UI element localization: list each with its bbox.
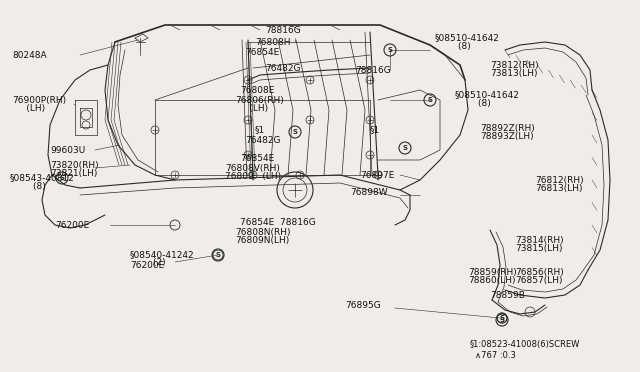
Text: 78859(RH): 78859(RH) — [468, 267, 516, 276]
Text: §1:08523-41008(6)SCREW: §1:08523-41008(6)SCREW — [470, 340, 580, 350]
Text: (2): (2) — [130, 259, 166, 267]
Text: 78860(LH): 78860(LH) — [468, 276, 515, 285]
Text: 76808E: 76808E — [240, 86, 275, 94]
Text: 73821(LH): 73821(LH) — [50, 169, 97, 177]
Text: (LH): (LH) — [12, 103, 45, 112]
Text: §1: §1 — [255, 125, 265, 135]
Text: S: S — [60, 175, 65, 181]
Text: 78816G: 78816G — [355, 65, 391, 74]
Text: (8): (8) — [435, 42, 471, 51]
Text: S: S — [499, 317, 504, 323]
Text: S: S — [403, 145, 408, 151]
Text: S: S — [387, 47, 392, 53]
Text: 78892Z(RH): 78892Z(RH) — [480, 124, 535, 132]
Text: 73815(LH): 73815(LH) — [515, 244, 563, 253]
Text: §1: §1 — [370, 125, 380, 135]
Text: S: S — [428, 97, 433, 103]
Text: 76482G: 76482G — [265, 64, 301, 73]
Text: 76854E: 76854E — [245, 48, 279, 57]
Text: §08543-40812: §08543-40812 — [10, 173, 75, 183]
Text: 76809N(LH): 76809N(LH) — [235, 235, 289, 244]
Text: 76200E: 76200E — [55, 221, 89, 230]
Text: 76813(LH): 76813(LH) — [535, 183, 582, 192]
Text: 76482G: 76482G — [245, 135, 280, 144]
Text: 73813(LH): 73813(LH) — [490, 68, 538, 77]
Text: 76808H: 76808H — [255, 38, 291, 46]
Text: 99603U: 99603U — [50, 145, 85, 154]
Text: ∧767 :0.3: ∧767 :0.3 — [475, 350, 516, 359]
Text: 80248A: 80248A — [12, 51, 47, 60]
Text: 76897E: 76897E — [360, 170, 394, 180]
Text: §08540-41242: §08540-41242 — [130, 250, 195, 260]
Text: 78816G: 78816G — [265, 26, 301, 35]
Text: 76857(LH): 76857(LH) — [515, 276, 563, 285]
Text: 73820(RH): 73820(RH) — [50, 160, 99, 170]
Text: 76200E: 76200E — [130, 260, 164, 269]
Text: (LH): (LH) — [235, 103, 268, 112]
Text: 76854E: 76854E — [240, 154, 275, 163]
Text: 76806(RH): 76806(RH) — [235, 96, 284, 105]
Text: 76900P(RH): 76900P(RH) — [12, 96, 66, 105]
Text: S: S — [216, 252, 221, 258]
Text: 76812(RH): 76812(RH) — [535, 176, 584, 185]
Text: 76809   (LH): 76809 (LH) — [225, 171, 281, 180]
Text: 76808N(RH): 76808N(RH) — [235, 228, 291, 237]
Text: 76808V(RH): 76808V(RH) — [225, 164, 280, 173]
Text: 73812(RH): 73812(RH) — [490, 61, 539, 70]
Text: §08510-41642: §08510-41642 — [435, 33, 500, 42]
Text: 76854E  78816G: 76854E 78816G — [240, 218, 316, 227]
Text: 73814(RH): 73814(RH) — [515, 235, 564, 244]
Text: 76895G: 76895G — [345, 301, 381, 310]
Text: 78859B: 78859B — [490, 291, 525, 299]
Text: S: S — [292, 129, 298, 135]
Text: (8): (8) — [10, 182, 45, 190]
Text: §08510-41642: §08510-41642 — [455, 90, 520, 99]
Text: 78893Z(LH): 78893Z(LH) — [480, 131, 534, 141]
Text: (8): (8) — [455, 99, 491, 108]
Text: S: S — [499, 315, 504, 321]
Text: 76898W: 76898W — [350, 187, 388, 196]
Text: 76856(RH): 76856(RH) — [515, 267, 564, 276]
